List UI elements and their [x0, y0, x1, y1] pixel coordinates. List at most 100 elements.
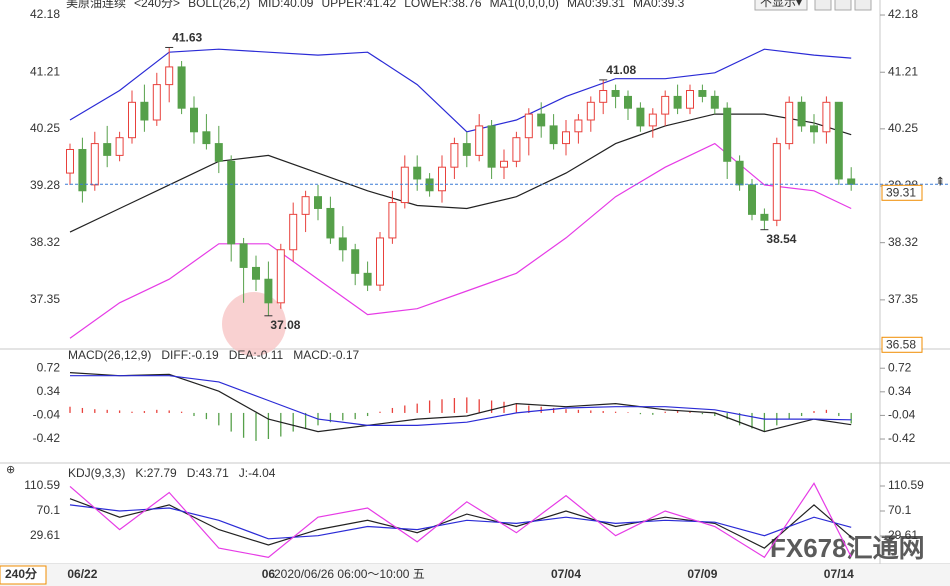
y-tick-label: 29.61 [30, 528, 60, 542]
x-tick-label: 06 [262, 567, 276, 581]
y-tick-label: 38.32 [888, 235, 918, 249]
candle-body [586, 101, 595, 121]
last-price-box [881, 184, 923, 201]
candle-body [686, 90, 694, 109]
candle-body [388, 202, 397, 239]
series-line [69, 113, 852, 233]
low-label: 37.08 [270, 318, 300, 332]
toolbar-button[interactable] [814, 0, 832, 11]
candle-body [562, 131, 570, 145]
candle-body [475, 125, 484, 156]
candle-body [438, 166, 446, 192]
legend-entry: K:27.79 [135, 466, 177, 480]
candle-body [363, 272, 372, 286]
high-label: 41.08 [606, 63, 636, 77]
candle-body [847, 178, 856, 185]
candle-body [66, 148, 74, 174]
candle-body [140, 101, 149, 121]
button[interactable] [754, 0, 808, 11]
candle-body [450, 143, 459, 168]
indicator-title: KDJ(9,3,3) [68, 466, 125, 480]
indicator-value: MA0:39.3 [633, 0, 685, 10]
indicator-value: MA1(0,0,0,0) [490, 0, 559, 10]
y-tick-label: 41.21 [30, 64, 60, 78]
candle-body [152, 84, 161, 121]
high-label: 41.63 [172, 31, 202, 45]
candle-body [413, 166, 422, 180]
candle-body [177, 66, 186, 109]
candle-body [90, 143, 99, 186]
candle-body [698, 90, 707, 97]
candle-body [500, 160, 508, 168]
candle-body [400, 166, 409, 204]
legend-entry: DEA:-0.11 [229, 348, 284, 362]
x-tick-label: 06/22 [67, 567, 97, 581]
candle-body [748, 184, 756, 215]
indicator-title: MACD(26,12,9) [68, 348, 151, 362]
indicator-value: MA0:39.31 [567, 0, 625, 10]
candle-body [810, 125, 818, 133]
candle-body [128, 101, 136, 139]
candle-body [462, 143, 471, 156]
period-label: 240分 [5, 566, 37, 581]
y-tick-label: 37.35 [30, 292, 60, 306]
y-tick-label: -0.04 [888, 408, 916, 422]
candle-body [735, 160, 744, 186]
low-label: 38.54 [766, 232, 796, 246]
candle-body [78, 148, 87, 192]
candle-body [301, 196, 310, 215]
y-tick-label: 41.21 [888, 64, 918, 78]
y-tick-label: 110.59 [24, 478, 60, 492]
y-tick-label: 42.18 [30, 7, 60, 21]
y-tick-label: 38.32 [30, 235, 60, 249]
candle-body [785, 101, 794, 145]
y-tick-label: 110.59 [888, 478, 924, 492]
toolbar-button[interactable] [854, 0, 872, 11]
period-box [0, 565, 47, 585]
candle-body [202, 131, 211, 145]
candle-body [425, 178, 434, 192]
candle-body [611, 90, 620, 97]
y-tick-label: 29.61 [888, 528, 918, 542]
low-highlight [222, 292, 286, 356]
y-tick-label: -0.42 [888, 431, 916, 445]
series-line [69, 482, 852, 559]
candle-body [772, 143, 781, 221]
last-price-label: 39.31 [886, 185, 916, 199]
candle-body [227, 160, 236, 245]
legend-entry: J:-4.04 [239, 466, 276, 480]
candle-body [165, 66, 174, 86]
y-tick-label: 40.25 [888, 121, 918, 135]
candle-body [636, 107, 645, 127]
low-marker-box [881, 336, 923, 353]
candle-body [289, 213, 298, 251]
candle-body [252, 266, 260, 280]
y-tick-label: 0.34 [37, 384, 61, 398]
indicator-value: MID:40.09 [258, 0, 314, 10]
y-tick-label: 0.72 [888, 360, 912, 374]
y-tick-label: 0.72 [37, 360, 61, 374]
candle-body [512, 137, 521, 162]
hover-time: 2020/06/26 06:00～10:00 五 [274, 567, 425, 581]
legend-entry: MACD:-0.17 [293, 348, 359, 362]
series-line [69, 504, 852, 540]
period: <240分> [134, 0, 180, 10]
y-tick-label: -0.04 [33, 408, 61, 422]
series-line [69, 142, 852, 339]
series-line [69, 372, 852, 433]
candle-body [661, 95, 670, 115]
low-marker-label: 36.58 [886, 337, 916, 351]
button-label[interactable]: 不显示▾ [760, 0, 802, 9]
candle-body [264, 278, 273, 304]
y-tick-label: 70.1 [888, 503, 912, 517]
candle-body [524, 113, 533, 139]
last-price-arrow: ⇞ [935, 174, 945, 188]
x-tick-label: 07/14 [824, 567, 854, 581]
legend-entry: DIFF:-0.19 [161, 348, 219, 362]
toolbar-button[interactable] [834, 0, 852, 11]
candle-body [797, 101, 806, 127]
candle-body [103, 143, 112, 156]
candle-body [115, 137, 124, 156]
y-tick-label: 0.34 [888, 384, 912, 398]
